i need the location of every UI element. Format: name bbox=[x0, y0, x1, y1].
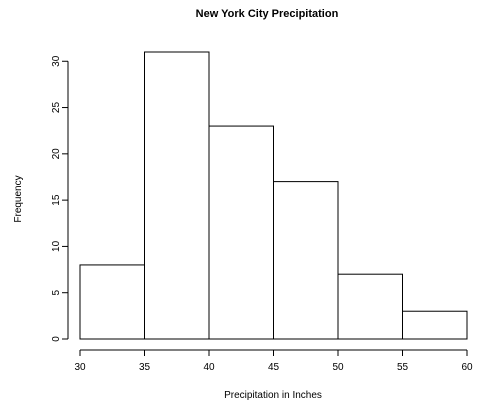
y-tick-label: 0 bbox=[51, 336, 62, 342]
x-tick-label: 40 bbox=[203, 362, 215, 373]
y-tick-label: 10 bbox=[51, 240, 62, 252]
x-axis: 30 35 40 45 50 55 60 bbox=[74, 349, 473, 373]
x-tick-label: 30 bbox=[74, 362, 86, 373]
histogram-bar-40-45 bbox=[208, 125, 274, 340]
x-tick-label: 45 bbox=[268, 362, 280, 373]
y-axis-label: Frequency bbox=[13, 175, 24, 222]
y-axis: 0 5 10 15 20 25 30 bbox=[51, 55, 69, 342]
x-tick-label: 35 bbox=[139, 362, 151, 373]
x-tick-label: 60 bbox=[461, 362, 473, 373]
histogram-bar-35-40 bbox=[144, 51, 210, 340]
chart-title: New York City Precipitation bbox=[196, 8, 339, 20]
x-axis-label: Precipitation in Inches bbox=[224, 390, 322, 401]
y-tick-label: 30 bbox=[51, 55, 62, 67]
y-tick-label: 15 bbox=[51, 194, 62, 206]
bars-group bbox=[79, 51, 468, 340]
y-tick-label: 25 bbox=[51, 102, 62, 114]
histogram-bar-55-60 bbox=[402, 310, 468, 340]
x-tick-label: 55 bbox=[397, 362, 409, 373]
histogram-bar-45-50 bbox=[273, 181, 339, 340]
histogram-bar-50-55 bbox=[337, 273, 403, 340]
histogram-bar-30-35 bbox=[79, 264, 145, 340]
y-tick-label: 5 bbox=[51, 289, 62, 295]
x-tick-label: 50 bbox=[332, 362, 344, 373]
y-tick-label: 20 bbox=[51, 148, 62, 160]
